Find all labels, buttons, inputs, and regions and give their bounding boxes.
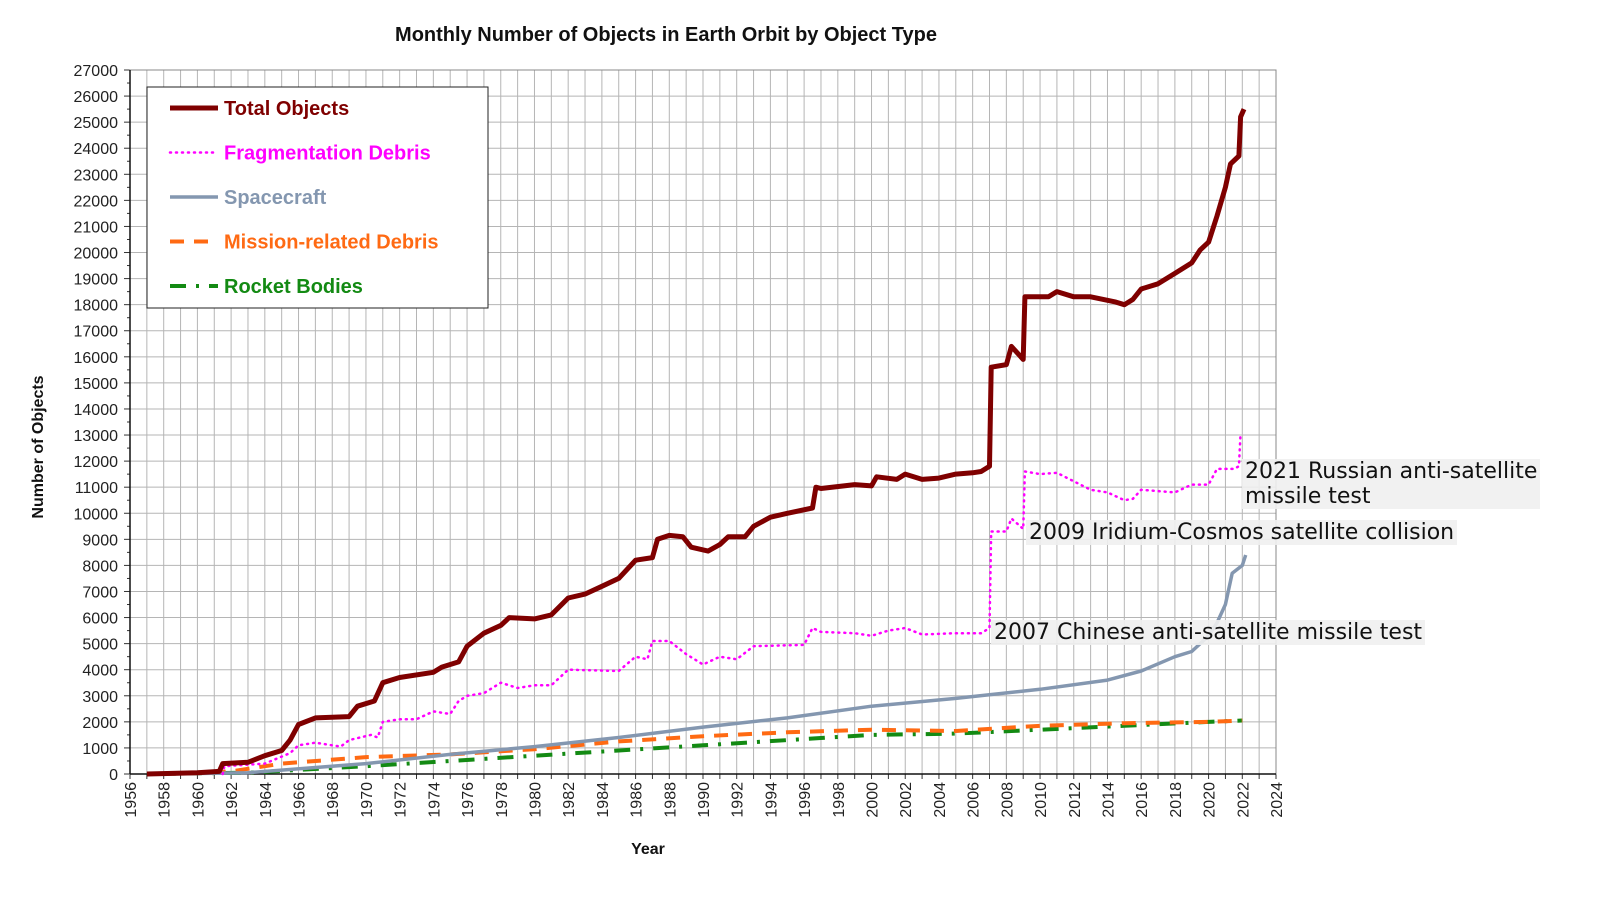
- y-tick-label: 6000: [82, 611, 118, 628]
- x-tick-label: 1976: [460, 782, 477, 818]
- series-line-mission-related-debris: [163, 718, 1243, 776]
- y-tick-label: 21000: [74, 219, 119, 236]
- y-tick-label: 5000: [82, 637, 118, 654]
- y-tick-label: 16000: [74, 350, 119, 367]
- x-tick-label: 1978: [494, 782, 511, 818]
- x-tick-label: 1998: [831, 782, 848, 818]
- annotation-line: missile test: [1245, 484, 1371, 509]
- x-tick-label: 1990: [696, 782, 713, 818]
- legend: Total Objects Fragmentation Debris Spacecr…: [146, 86, 489, 309]
- legend-label: Total Objects: [224, 98, 349, 120]
- x-axis-label: Year: [631, 841, 665, 858]
- y-tick-label: 1000: [82, 741, 118, 758]
- x-tick-label: 1988: [662, 782, 679, 818]
- y-tick-label: 23000: [74, 167, 119, 184]
- x-tick-label: 1964: [258, 782, 275, 818]
- y-tick-label: 25000: [74, 115, 119, 132]
- annotation-2009-iridium-cosmos: 2009 Iridium-Cosmos satellite collision: [1026, 520, 1458, 545]
- y-tick-label: 17000: [74, 324, 119, 341]
- y-tick-label: 15000: [74, 376, 119, 393]
- x-tick-label: 1994: [763, 782, 780, 818]
- x-tick-label: 2006: [966, 782, 983, 818]
- x-tick-label: 2014: [1100, 782, 1117, 818]
- annotation-2021-russian-asat: 2021 Russian anti-satellite missile test: [1242, 459, 1541, 509]
- y-tick-label: 20000: [74, 246, 119, 263]
- y-tick-label: 18000: [74, 298, 119, 315]
- series-line-rocket-bodies: [146, 718, 1243, 776]
- y-tick-label: 3000: [82, 689, 118, 706]
- legend-label: Rocket Bodies: [224, 276, 363, 298]
- x-tick-label: 2002: [898, 782, 915, 818]
- legend-label: Mission-related Debris: [224, 232, 439, 254]
- x-tick-label: 1970: [359, 782, 376, 818]
- x-tick-label: 2012: [1067, 782, 1084, 818]
- y-tick-label: 10000: [74, 506, 119, 523]
- y-tick-label: 7000: [82, 584, 118, 601]
- chart-title: Monthly Number of Objects in Earth Orbit…: [395, 24, 937, 46]
- x-tick-label: 1962: [224, 782, 241, 818]
- x-tick-label: 2004: [932, 782, 949, 818]
- y-tick-label: 14000: [74, 402, 119, 419]
- y-tick-label: 19000: [74, 272, 119, 289]
- x-tick-label: 2018: [1168, 782, 1185, 818]
- x-tick-label: 1958: [157, 782, 174, 818]
- y-tick-label: 22000: [74, 193, 119, 210]
- y-tick-label: 2000: [82, 715, 118, 732]
- x-tick-label: 1972: [393, 782, 410, 818]
- y-tick-label: 13000: [74, 428, 119, 445]
- x-tick-label: 1992: [730, 782, 747, 818]
- x-tick-label: 1986: [629, 782, 646, 818]
- x-tick-label: 1980: [527, 782, 544, 818]
- x-tick-label: 1956: [123, 782, 140, 818]
- y-tick-label: 0: [109, 767, 118, 784]
- x-tick-label: 2016: [1134, 782, 1151, 818]
- legend-label: Fragmentation Debris: [224, 143, 431, 165]
- legend-label: Spacecraft: [224, 187, 327, 209]
- series-line-spacecraft: [163, 554, 1248, 776]
- x-tick-label: 2010: [1033, 782, 1050, 818]
- series-line-fragmentation-debris: [221, 431, 1242, 776]
- annotation-line: 2021 Russian anti-satellite: [1245, 459, 1538, 484]
- y-tick-label: 9000: [82, 532, 118, 549]
- x-tick-label: 1968: [325, 782, 342, 818]
- series-group: [146, 108, 1248, 777]
- x-tick-label: 2000: [865, 782, 882, 818]
- series-line-total-objects: [146, 108, 1247, 777]
- x-tick-label: 2008: [999, 782, 1016, 818]
- y-tick-label: 4000: [82, 663, 118, 680]
- y-tick-label: 26000: [74, 89, 119, 106]
- axes: 0 1000 2000 3000 4000 5000 6000 7000 8000 9000 100…: [74, 63, 1287, 818]
- x-tick-label: 2020: [1202, 782, 1219, 818]
- y-tick-label: 11000: [75, 480, 118, 497]
- y-tick-label: 8000: [82, 558, 118, 575]
- x-tick-label: 1984: [595, 782, 612, 818]
- x-tick-label: 1974: [426, 782, 443, 818]
- y-tick-label: 12000: [74, 454, 119, 471]
- x-tick-label: 1960: [190, 782, 207, 818]
- x-tick-label: 2022: [1235, 782, 1252, 818]
- x-tick-label: 1996: [797, 782, 814, 818]
- x-tick-label: 2024: [1269, 782, 1286, 818]
- x-tick-label: 1966: [292, 782, 309, 818]
- annotation-2007-chinese-asat: 2007 Chinese anti-satellite missile test: [991, 620, 1426, 645]
- y-axis-label: Number of Objects: [30, 375, 47, 518]
- x-tick-label: 1982: [561, 782, 578, 818]
- y-tick-label: 27000: [74, 63, 119, 80]
- y-tick-label: 24000: [74, 141, 119, 158]
